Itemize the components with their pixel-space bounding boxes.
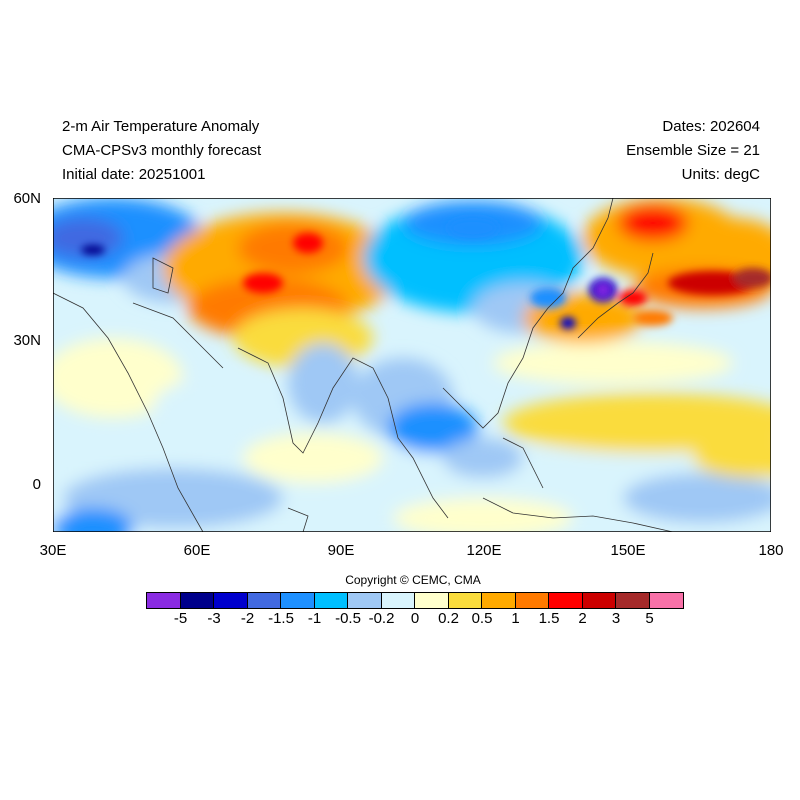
- colorbar-box: [415, 593, 449, 608]
- coastlines: [53, 198, 674, 532]
- colorbar-label: -2: [240, 610, 255, 627]
- lon-label-90e: 90E: [327, 542, 355, 559]
- colorbar-box: [482, 593, 516, 608]
- colorbar-box: [381, 593, 415, 608]
- copyright-text: Copyright © CEMC, CMA: [345, 573, 481, 587]
- units-label: Units: degC: [681, 166, 760, 183]
- map-title: 2-m Air Temperature Anomaly: [62, 118, 260, 135]
- map-subtitle: CMA-CPSv3 monthly forecast: [62, 142, 262, 159]
- lat-label-30n: 30N: [13, 332, 41, 349]
- colorbar-label: -3: [207, 610, 221, 627]
- lon-label-180: 180: [758, 542, 784, 559]
- colorbar-box: [281, 593, 315, 608]
- colorbar-label: 5: [645, 610, 654, 627]
- forecast-dates: Dates: 202604: [662, 118, 760, 135]
- colorbar-box: [582, 593, 616, 608]
- lon-label-120e: 120E: [466, 542, 502, 559]
- colorbar-box: [515, 593, 549, 608]
- colorbar-label: 1: [511, 610, 520, 627]
- colorbar-label: -1.5: [268, 610, 294, 627]
- colorbar: [146, 592, 684, 609]
- colorbar-box: [549, 593, 583, 608]
- lon-label-30e: 30E: [39, 542, 67, 559]
- lon-label-150e: 150E: [610, 542, 646, 559]
- colorbar-label: -5: [173, 610, 188, 627]
- lon-label-60e: 60E: [183, 542, 211, 559]
- ensemble-size: Ensemble Size = 21: [626, 142, 760, 159]
- colorbar-label: 0.5: [471, 610, 493, 627]
- colorbar-label: 3: [611, 610, 621, 627]
- colorbar-label: 2: [578, 610, 587, 627]
- anomaly-map: [53, 198, 771, 532]
- colorbar-label: -1: [307, 610, 322, 627]
- colorbar-box: [348, 593, 382, 608]
- colorbar-box: [214, 593, 248, 608]
- colorbar-label: 0: [410, 610, 420, 627]
- anomaly-fill-layer: [53, 198, 771, 532]
- colorbar-label: 1.5: [538, 610, 560, 627]
- colorbar-label: 0.2: [438, 610, 459, 627]
- colorbar-box: [448, 593, 482, 608]
- colorbar-box: [180, 593, 214, 608]
- lat-label-0: 0: [32, 476, 41, 493]
- lat-label-60n: 60N: [13, 190, 41, 207]
- colorbar-box: [247, 593, 281, 608]
- colorbar-label: -0.2: [368, 610, 395, 627]
- colorbar-box: [649, 593, 683, 608]
- colorbar-label: -0.5: [335, 610, 361, 627]
- anomaly-detail-layer: [81, 218, 771, 329]
- colorbar-box: [616, 593, 650, 608]
- initial-date: Initial date: 20251001: [62, 166, 206, 183]
- colorbar-box: [147, 593, 181, 608]
- colorbar-box: [314, 593, 348, 608]
